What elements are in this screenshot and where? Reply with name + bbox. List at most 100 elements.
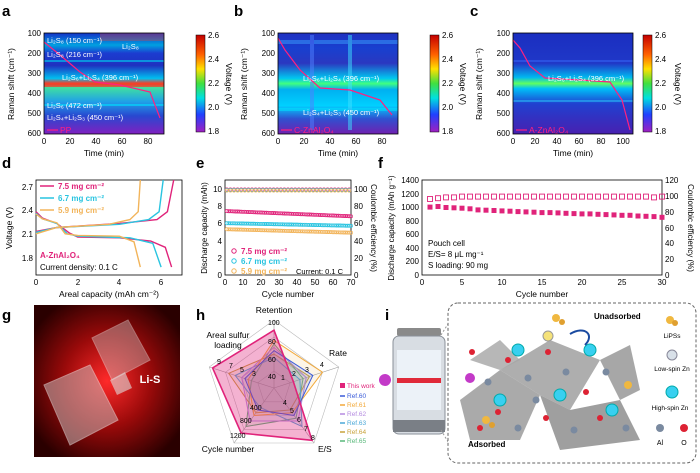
capacity-point	[345, 214, 350, 219]
ce-point	[228, 188, 233, 193]
radar-series	[245, 342, 304, 428]
legend-label: O	[681, 440, 687, 447]
tick: 4	[320, 362, 324, 369]
capacity-point	[332, 223, 337, 228]
cb-tick: 1.8	[442, 127, 454, 136]
annotation: Li₂S₄+Li₂S₃ (450 cm⁻¹)	[303, 108, 380, 117]
x-tick: 30	[658, 278, 667, 287]
ce-point	[311, 188, 316, 193]
colorbar-ticks: 2.6 2.4 2.2 2.0 1.8	[208, 31, 220, 136]
ce-point	[435, 195, 441, 202]
capacity-point	[260, 228, 265, 233]
ce-point	[250, 188, 254, 193]
legend: 7.5 mg cm⁻² 6.7 mg cm⁻² 5.9 mg cm⁻²	[231, 247, 287, 276]
label-unadsorbed: Unadsorbed	[594, 312, 641, 321]
tick: 100	[268, 320, 280, 327]
y-tick: 400	[28, 89, 42, 98]
y2-tick: 60	[354, 219, 363, 228]
capacity-point	[325, 213, 330, 218]
legend-label: 5.9 mg cm⁻²	[58, 206, 104, 215]
capacity-point	[287, 211, 292, 216]
y2-tick: 20	[665, 255, 674, 264]
capacity-point	[275, 228, 280, 233]
tick: 7	[304, 426, 308, 433]
y-tick: 1.8	[22, 254, 34, 263]
x-tick: 25	[618, 278, 627, 287]
x-axis-label: Time (min)	[84, 148, 124, 158]
capacity-point	[305, 212, 310, 217]
capacity-point	[242, 227, 247, 232]
ce-point	[325, 188, 330, 193]
x-tick: 60	[118, 137, 127, 146]
cb-tick: 2.2	[442, 79, 454, 88]
tick: 4	[283, 400, 287, 407]
capacity-point	[251, 210, 256, 215]
capacity-point	[224, 227, 229, 232]
capacity-point	[269, 222, 274, 227]
capacity-point	[491, 208, 497, 213]
capacity-point	[307, 222, 312, 227]
ce-point	[304, 188, 308, 193]
ce-point	[343, 188, 348, 193]
y-tick: 200	[497, 49, 511, 58]
capacity-point	[296, 212, 301, 217]
ce-point	[659, 193, 665, 200]
x-tick: 0	[420, 278, 425, 287]
capacity-point	[228, 209, 233, 214]
x-tick: 50	[311, 278, 320, 287]
capacity-point	[343, 230, 348, 235]
tick: 400	[250, 405, 262, 412]
y-tick: 100	[262, 29, 276, 38]
annotation: Li₂S₈ (216 cm⁻¹)	[47, 50, 102, 59]
capacity-point	[571, 211, 577, 217]
capacity-point	[284, 222, 289, 227]
capacity-point	[251, 228, 256, 232]
current-density-label: Current density: 0.1 C	[40, 263, 118, 272]
ce-point	[587, 193, 593, 200]
capacity-point	[226, 221, 231, 226]
ce-point	[499, 193, 505, 200]
y2-tick: 100	[665, 192, 679, 201]
ce-point	[563, 193, 569, 200]
ce-point	[555, 193, 561, 200]
charge-curve	[35, 179, 141, 235]
capacity-point	[345, 230, 350, 235]
y-axis-label: Raman shift (cm⁻¹)	[6, 48, 16, 120]
capacity-point	[311, 223, 316, 227]
y-tick: 2.1	[22, 230, 34, 239]
capacity-point	[296, 222, 301, 227]
ce-point	[507, 193, 513, 200]
face-icon	[465, 373, 475, 383]
capacity-point	[286, 211, 290, 216]
y-tick: 600	[28, 129, 42, 138]
legend-swatch	[340, 383, 345, 388]
capacity-point	[459, 205, 465, 211]
legend-label: Low-spin Zn	[654, 366, 690, 373]
capacity-point	[266, 210, 271, 215]
capacity-point	[314, 229, 319, 234]
capacity-point	[287, 229, 292, 233]
ce-point	[579, 193, 585, 200]
ce-point	[318, 188, 323, 193]
capacity-point	[257, 210, 262, 215]
y-tick: 400	[262, 89, 276, 98]
al-icon	[656, 424, 664, 432]
ce-point	[275, 188, 280, 193]
atoms	[469, 349, 630, 434]
capacity-point	[323, 230, 328, 234]
capacity-point	[260, 221, 265, 226]
capacity-point	[314, 223, 319, 228]
arrow-icon	[569, 329, 590, 346]
legend-label: Ref.61	[347, 402, 367, 409]
capacity-point	[277, 222, 281, 227]
capacity-point	[332, 230, 337, 235]
x-axis-label: Cycle number	[516, 289, 569, 299]
capacity-point	[293, 222, 298, 227]
capacity-point	[230, 227, 235, 232]
colorbar-label: Voltage (V)	[673, 63, 683, 105]
capacity-point	[241, 209, 245, 214]
capacity-point	[275, 211, 280, 216]
x-tick: 20	[531, 137, 540, 146]
capacity-point	[280, 222, 285, 227]
legend: 7.5 mg cm⁻² 6.7 mg cm⁻² 5.9 mg cm⁻²	[40, 182, 104, 215]
